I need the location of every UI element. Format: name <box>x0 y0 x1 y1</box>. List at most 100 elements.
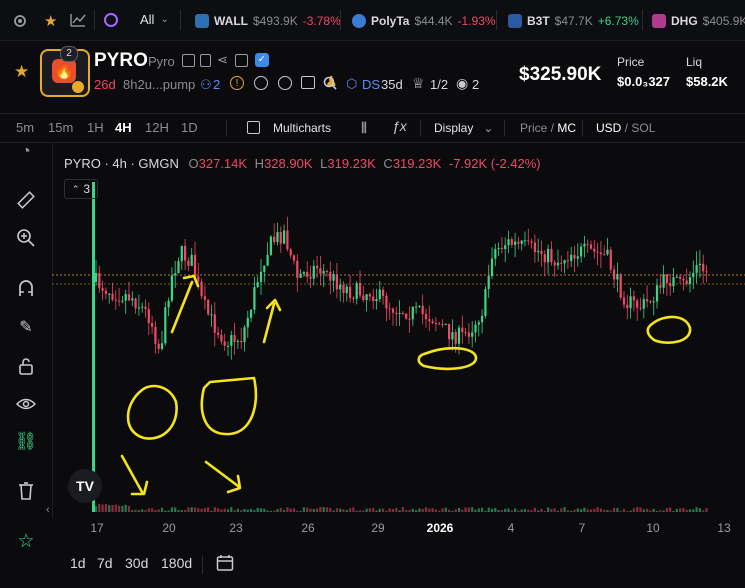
search-icon[interactable] <box>323 76 337 90</box>
candle-body <box>494 249 497 259</box>
candle-body <box>101 288 104 291</box>
candle-body <box>259 271 263 283</box>
volume-bar <box>589 509 593 512</box>
display-dropdown[interactable]: Display ⌄ <box>434 121 493 135</box>
volume-bar <box>114 504 117 512</box>
trending-chart-icon[interactable] <box>70 12 86 28</box>
ruler-icon[interactable] <box>14 188 38 212</box>
candle-body <box>603 254 606 256</box>
volume-bar <box>609 510 612 512</box>
volume-bar <box>184 510 187 512</box>
ticker-symbol: DHG <box>671 14 698 28</box>
candle-body <box>692 272 695 278</box>
indicators-icon[interactable]: ƒx <box>392 118 407 134</box>
timeframe-5m[interactable]: 5m <box>16 120 35 135</box>
ticker-item-polyta[interactable]: PolyTa $44.4K -1.93% <box>352 12 496 30</box>
volume-bar <box>444 507 447 512</box>
ticker-item-wall[interactable]: WALL $493.9K -3.78% <box>195 12 341 30</box>
multicharts-checkbox[interactable] <box>247 121 260 134</box>
candle-body <box>104 290 107 294</box>
scroll-left-icon[interactable]: ‹ <box>46 504 50 516</box>
warning-icon[interactable]: ! <box>230 76 244 90</box>
candle-body <box>474 324 477 333</box>
candle-body <box>616 274 619 280</box>
timeframe-15m[interactable]: 15m <box>48 120 74 135</box>
range-180d[interactable]: 180d <box>161 555 193 571</box>
share-icon[interactable]: ⋖ <box>217 52 228 67</box>
volume-bar <box>306 507 309 512</box>
volume-bar <box>180 510 183 512</box>
pencil-lock-icon[interactable]: ✎ <box>19 319 33 336</box>
legend-collapse-button[interactable]: ⌃ 3 <box>64 179 98 199</box>
trash-icon[interactable] <box>14 479 38 503</box>
volume-bar <box>679 508 682 512</box>
candle-body <box>431 321 434 324</box>
candle-body <box>556 262 560 266</box>
date-range-icon[interactable] <box>216 554 234 572</box>
x-tick: 7 <box>578 521 586 535</box>
tradingview-logo[interactable]: TV <box>68 469 102 503</box>
currency-toggle[interactable]: USD / SOL <box>596 121 656 135</box>
timeframe-4h[interactable]: 4H <box>115 120 132 135</box>
zoom-in-icon[interactable] <box>14 226 38 250</box>
chart-canvas[interactable] <box>52 142 745 518</box>
ticker-item-dhg[interactable]: DHG $405.9K <box>652 12 745 30</box>
volume-bar <box>517 510 520 512</box>
ds-value: 35d <box>381 77 403 92</box>
contract-address[interactable]: 8h2u...pump <box>123 77 196 92</box>
token-avatar[interactable]: 🔥 <box>40 49 90 97</box>
volume-bar <box>606 510 609 512</box>
eye-visibility-icon[interactable] <box>14 392 38 416</box>
favorite-drawing-icon[interactable]: ☆ <box>17 530 35 552</box>
annotation-arrow-down <box>204 460 242 494</box>
timeframe-1d[interactable]: 1D <box>181 120 198 135</box>
multicharts-label[interactable]: Multicharts <box>273 121 332 135</box>
ticker-item-b3t[interactable]: B3T $47.7K +6.73% <box>508 12 639 30</box>
candle-body <box>523 240 527 242</box>
candle-body <box>547 248 550 263</box>
candle-type-icon[interactable]: ⫼ <box>361 120 367 135</box>
dexscreener-icon[interactable]: ⬡ <box>346 76 358 91</box>
crosshair-icon[interactable]: ◔ <box>21 143 31 160</box>
candle-body <box>177 261 180 274</box>
candle-body <box>223 341 226 346</box>
candle-body <box>207 299 210 315</box>
chain-filter-dropdown[interactable]: All ⌄ <box>104 12 169 27</box>
volume-bar <box>454 509 457 512</box>
timeframe-1h[interactable]: 1H <box>87 120 104 135</box>
volume-bar <box>286 507 289 512</box>
volume-bar <box>375 510 378 512</box>
candle-body <box>471 332 474 337</box>
candle-body <box>461 327 464 333</box>
list-icon[interactable] <box>278 76 292 90</box>
timeframe-12h[interactable]: 12H <box>145 120 169 135</box>
candle-body <box>372 296 375 302</box>
candle-body <box>586 243 589 245</box>
settings-icon[interactable] <box>12 13 28 29</box>
candle-body <box>593 248 596 252</box>
price-mc-toggle[interactable]: Price / MC <box>520 121 577 135</box>
range-7d[interactable]: 7d <box>97 555 113 571</box>
website-icon[interactable] <box>254 76 268 90</box>
volume-bar <box>408 509 411 512</box>
volume-bar <box>659 510 662 512</box>
star-icon[interactable]: ★ <box>44 13 58 30</box>
candle-body <box>256 282 259 288</box>
range-1d[interactable]: 1d <box>70 555 86 571</box>
ticker-price: $405.9K <box>702 14 745 28</box>
candle-body <box>599 252 602 255</box>
volume-bar <box>292 508 296 512</box>
unlock-icon[interactable] <box>14 354 38 378</box>
edit-pencil-icon[interactable] <box>72 81 84 93</box>
volume-bar <box>388 508 391 512</box>
telegram-icon[interactable] <box>235 54 248 67</box>
favorite-star-icon[interactable]: ★ <box>14 62 30 81</box>
chat-icon[interactable] <box>301 76 315 89</box>
copy-icon[interactable] <box>182 54 195 67</box>
range-30d[interactable]: 30d <box>125 555 149 571</box>
copy-ca-icon[interactable] <box>200 54 211 67</box>
magnet-icon[interactable] <box>14 276 38 300</box>
candle-body <box>514 241 517 245</box>
price-chart[interactable]: PYRO · 4h · GMGN O327.14K H328.90K L319.… <box>52 142 745 518</box>
link-icon[interactable]: ⛓ <box>14 430 38 451</box>
